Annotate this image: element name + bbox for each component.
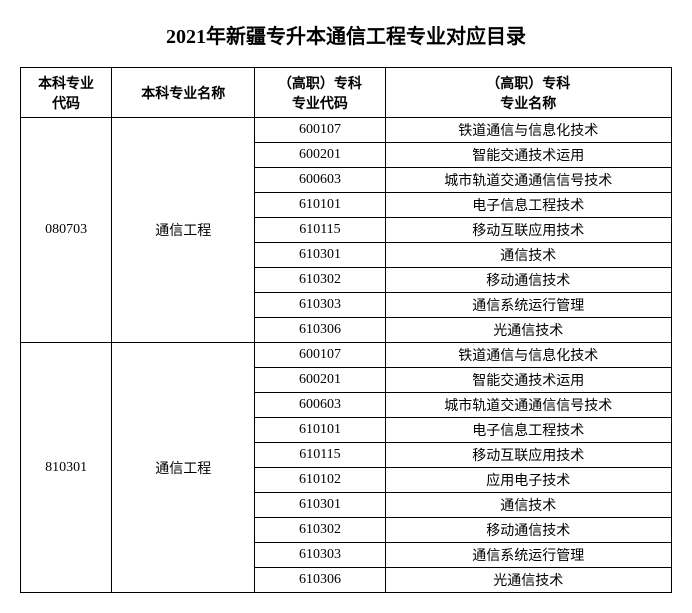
assoc-code-cell: 600201 — [255, 368, 385, 393]
assoc-code-cell: 600603 — [255, 393, 385, 418]
assoc-code-cell: 610302 — [255, 518, 385, 543]
header-assoc-code: （高职）专科专业代码 — [255, 68, 385, 118]
page-title: 2021年新疆专升本通信工程专业对应目录 — [20, 20, 672, 49]
assoc-name-cell: 应用电子技术 — [385, 468, 671, 493]
major-table: 本科专业代码 本科专业名称 （高职）专科专业代码 （高职）专科专业名称 0807… — [20, 67, 672, 593]
assoc-code-cell: 610301 — [255, 493, 385, 518]
assoc-code-cell: 610101 — [255, 193, 385, 218]
table-body: 080703通信工程600107铁道通信与信息化技术600201智能交通技术运用… — [21, 118, 672, 593]
table-row: 810301通信工程600107铁道通信与信息化技术 — [21, 343, 672, 368]
header-bachelor-name: 本科专业名称 — [112, 68, 255, 118]
assoc-name-cell: 城市轨道交通通信信号技术 — [385, 393, 671, 418]
assoc-code-cell: 610306 — [255, 568, 385, 593]
bachelor-name-cell: 通信工程 — [112, 118, 255, 343]
assoc-code-cell: 610303 — [255, 543, 385, 568]
assoc-name-cell: 移动互联应用技术 — [385, 218, 671, 243]
assoc-code-cell: 610115 — [255, 218, 385, 243]
header-bachelor-code: 本科专业代码 — [21, 68, 112, 118]
assoc-code-cell: 610101 — [255, 418, 385, 443]
assoc-name-cell: 电子信息工程技术 — [385, 193, 671, 218]
assoc-name-cell: 智能交通技术运用 — [385, 143, 671, 168]
assoc-code-cell: 600603 — [255, 168, 385, 193]
assoc-name-cell: 智能交通技术运用 — [385, 368, 671, 393]
assoc-name-cell: 通信技术 — [385, 493, 671, 518]
bachelor-code-cell: 810301 — [21, 343, 112, 593]
assoc-code-cell: 610302 — [255, 268, 385, 293]
assoc-name-cell: 通信系统运行管理 — [385, 543, 671, 568]
header-assoc-name: （高职）专科专业名称 — [385, 68, 671, 118]
assoc-name-cell: 城市轨道交通通信信号技术 — [385, 168, 671, 193]
assoc-name-cell: 移动通信技术 — [385, 268, 671, 293]
assoc-name-cell: 光通信技术 — [385, 568, 671, 593]
assoc-code-cell: 600201 — [255, 143, 385, 168]
assoc-code-cell: 610115 — [255, 443, 385, 468]
table-header-row: 本科专业代码 本科专业名称 （高职）专科专业代码 （高职）专科专业名称 — [21, 68, 672, 118]
assoc-name-cell: 电子信息工程技术 — [385, 418, 671, 443]
assoc-code-cell: 610303 — [255, 293, 385, 318]
bachelor-name-cell: 通信工程 — [112, 343, 255, 593]
assoc-code-cell: 610102 — [255, 468, 385, 493]
assoc-code-cell: 610301 — [255, 243, 385, 268]
assoc-name-cell: 通信技术 — [385, 243, 671, 268]
assoc-code-cell: 600107 — [255, 343, 385, 368]
assoc-code-cell: 600107 — [255, 118, 385, 143]
assoc-name-cell: 移动通信技术 — [385, 518, 671, 543]
assoc-name-cell: 光通信技术 — [385, 318, 671, 343]
assoc-name-cell: 铁道通信与信息化技术 — [385, 118, 671, 143]
bachelor-code-cell: 080703 — [21, 118, 112, 343]
assoc-code-cell: 610306 — [255, 318, 385, 343]
assoc-name-cell: 移动互联应用技术 — [385, 443, 671, 468]
assoc-name-cell: 铁道通信与信息化技术 — [385, 343, 671, 368]
table-row: 080703通信工程600107铁道通信与信息化技术 — [21, 118, 672, 143]
assoc-name-cell: 通信系统运行管理 — [385, 293, 671, 318]
